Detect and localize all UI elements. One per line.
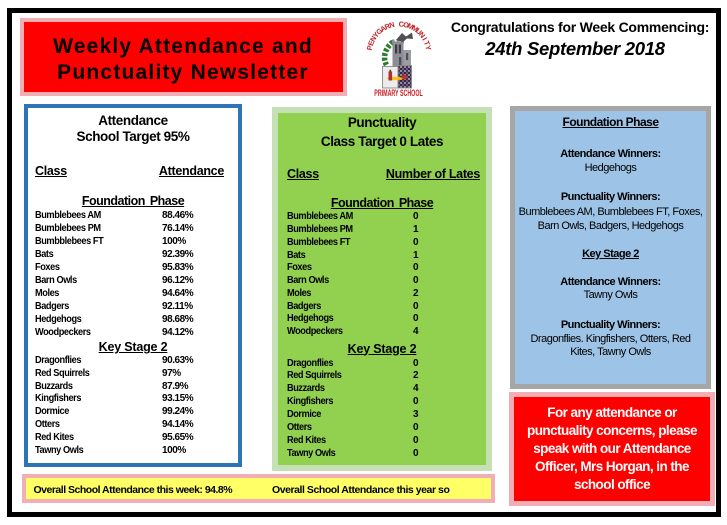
svg-text:N: N [388,20,395,30]
svg-text:O: O [402,20,410,30]
svg-text:M: M [406,21,415,32]
svg-text:E: E [366,39,376,47]
svg-text:A: A [378,23,388,34]
svg-text:M: M [410,23,420,34]
svg-text:Y: Y [371,30,381,40]
svg-text:P: P [365,44,375,51]
svg-text:C: C [398,19,405,28]
svg-text:I: I [420,36,429,42]
svg-text:N: N [417,30,427,40]
svg-text:PRIMARY SCHOOL: PRIMARY SCHOOL [374,88,423,98]
svg-text:R: R [383,21,392,32]
svg-text:T: T [422,39,432,47]
svg-text:U: U [414,26,424,36]
svg-text:Y: Y [423,44,433,51]
svg-text:N: N [368,34,378,43]
svg-text:G: G [374,26,384,37]
